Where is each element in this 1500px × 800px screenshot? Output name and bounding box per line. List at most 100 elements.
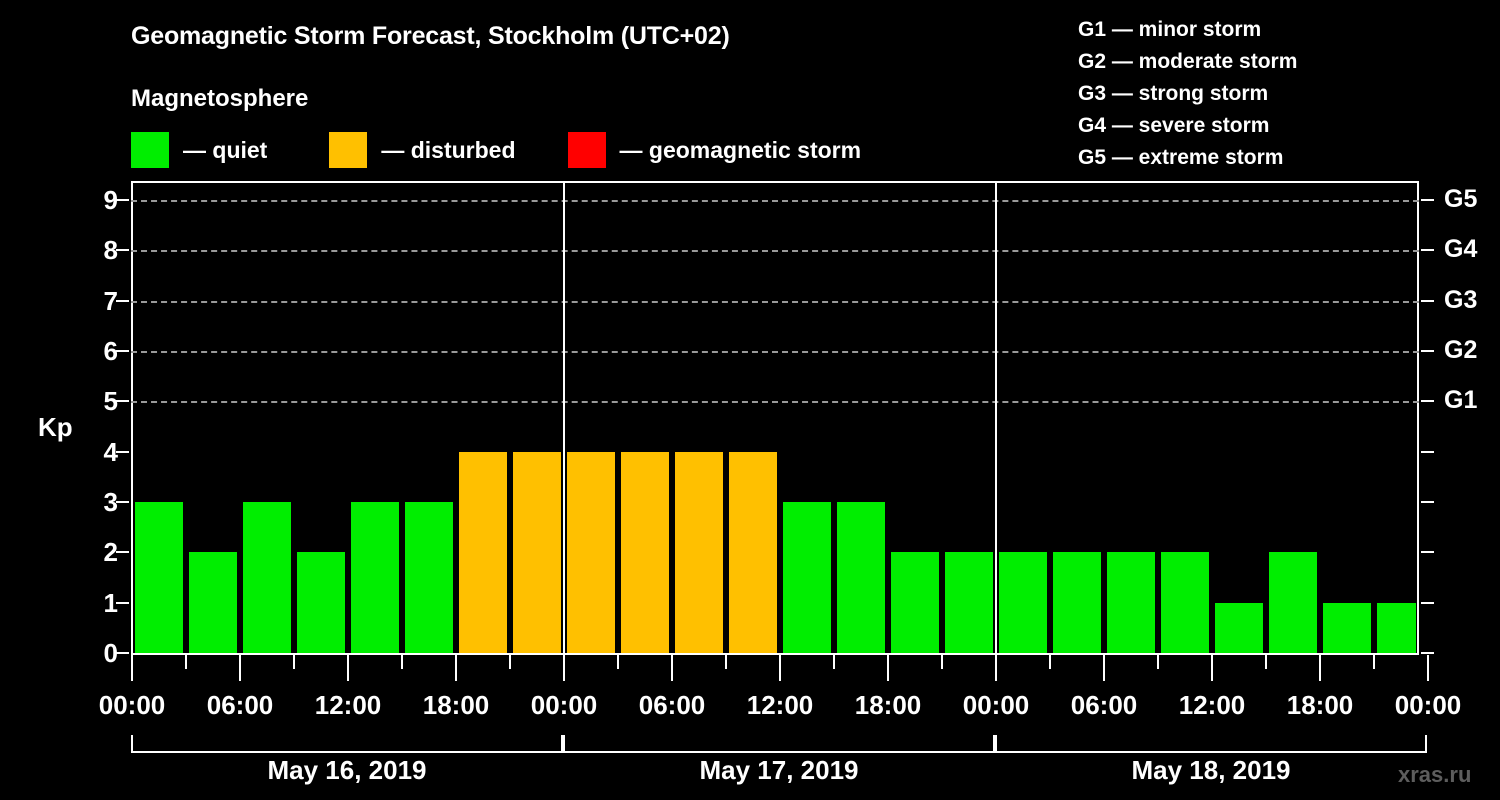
y-tick-right-3 [1421, 501, 1434, 503]
bar[interactable] [837, 502, 885, 653]
y-tick-right-6 [1421, 350, 1434, 352]
x-tick-12 [779, 655, 781, 681]
gscale-line-g2: G2 — moderate storm [1078, 50, 1298, 73]
y-tick-right-7 [1421, 299, 1434, 302]
y-tick-label-5: 5 [103, 386, 118, 417]
x-tick-14 [887, 655, 889, 681]
x-tick-19 [1157, 655, 1159, 669]
gridline-kp-8 [131, 250, 1419, 253]
x-tick-15 [941, 655, 943, 669]
x-tick-label-6: 12:00 [746, 690, 814, 720]
magnetosphere-heading: Magnetosphere [131, 85, 309, 112]
bar[interactable] [621, 451, 669, 653]
legend-item-quiet: — quiet [131, 131, 267, 169]
bar[interactable] [729, 451, 777, 653]
x-tick-16 [995, 655, 997, 681]
x-tick-label-8: 00:00 [962, 690, 1030, 720]
y-tick-7 [116, 299, 129, 302]
x-tick-label-5: 06:00 [638, 690, 706, 720]
bar[interactable] [783, 502, 831, 653]
day-label-1: May 16, 2019 [267, 755, 427, 785]
page-title: Geomagnetic Storm Forecast, Stockholm (U… [131, 22, 730, 50]
bar[interactable] [999, 552, 1047, 653]
y-tick-right-0 [1421, 652, 1434, 654]
x-tick-8 [563, 655, 565, 681]
x-tick-22 [1319, 655, 1321, 681]
x-tick-9 [617, 655, 619, 669]
x-tick-5 [401, 655, 403, 669]
gscale-line-g4: G4 — severe storm [1078, 114, 1270, 137]
x-tick-label-7: 18:00 [854, 690, 922, 720]
y-axis-title: Kp [38, 412, 73, 442]
bar[interactable] [243, 502, 291, 653]
bar[interactable] [459, 451, 507, 653]
legend-label-storm: — geomagnetic storm [619, 136, 862, 163]
bar[interactable] [297, 552, 345, 653]
y-tick-label-4: 4 [103, 436, 118, 467]
y-tick-right-4 [1421, 450, 1434, 453]
day-separator-1 [563, 181, 565, 653]
legend-label-disturbed: — disturbed [381, 136, 516, 163]
y-tick-right-8 [1421, 249, 1434, 252]
y-tick-1 [116, 601, 129, 604]
watermark: xras.ru [1398, 762, 1472, 787]
y-tick-label-2: 2 [103, 537, 118, 568]
bar[interactable] [1107, 552, 1155, 653]
y-tick-label-8: 8 [103, 235, 118, 266]
bar[interactable] [567, 451, 615, 653]
y-tick-3 [116, 501, 129, 503]
bar[interactable] [1053, 552, 1101, 653]
y-tick-label-7: 7 [103, 285, 118, 316]
x-tick-13 [833, 655, 835, 669]
g-label-g1: G1 [1444, 386, 1478, 415]
day-bracket-3 [995, 735, 1427, 753]
x-tick-label-10: 12:00 [1178, 690, 1246, 720]
y-tick-right-1 [1421, 601, 1434, 604]
bar[interactable] [1269, 552, 1317, 653]
x-axis-line [131, 653, 1419, 655]
bar[interactable] [1323, 602, 1371, 653]
bar[interactable] [405, 502, 453, 653]
x-tick-24 [1427, 655, 1429, 681]
gscale-line-g1: G1 — minor storm [1078, 18, 1262, 41]
bar[interactable] [891, 552, 939, 653]
bar[interactable] [1161, 552, 1209, 653]
bar[interactable] [675, 451, 723, 653]
x-tick-label-2: 12:00 [314, 690, 382, 720]
y-tick-4 [116, 450, 129, 453]
g-label-g5: G5 [1444, 185, 1478, 213]
y-tick-2 [116, 551, 129, 554]
g-label-g4: G4 [1444, 235, 1478, 264]
bar[interactable] [513, 451, 561, 653]
gridline-kp-7 [131, 300, 1419, 303]
x-tick-label-4: 00:00 [530, 690, 598, 720]
x-tick-label-11: 18:00 [1286, 690, 1354, 720]
x-tick-1 [185, 655, 187, 669]
y-tick-9 [116, 199, 129, 201]
y-tick-label-6: 6 [103, 336, 118, 366]
x-tick-7 [509, 655, 511, 669]
x-tick-17 [1049, 655, 1051, 669]
day-label-2: May 17, 2019 [699, 755, 859, 785]
day-label-3: May 18, 2019 [1131, 755, 1291, 785]
bar[interactable] [1377, 602, 1416, 653]
bar[interactable] [135, 502, 183, 653]
legend-item-disturbed: — disturbed [329, 131, 516, 169]
x-tick-20 [1211, 655, 1213, 681]
x-tick-11 [725, 655, 727, 669]
bar[interactable] [351, 502, 399, 653]
y-tick-right-2 [1421, 551, 1434, 554]
y-tick-right-9 [1421, 199, 1434, 201]
x-tick-21 [1265, 655, 1267, 669]
bar[interactable] [945, 552, 993, 653]
y-tick-5 [116, 400, 129, 403]
day-bracket-2 [563, 735, 995, 753]
y-tick-label-9: 9 [103, 185, 118, 215]
bar[interactable] [1215, 602, 1263, 653]
y-tick-0 [116, 652, 129, 654]
bar[interactable] [189, 552, 237, 653]
x-tick-0 [131, 655, 133, 681]
y-tick-right-5 [1421, 400, 1434, 403]
x-tick-18 [1103, 655, 1105, 681]
